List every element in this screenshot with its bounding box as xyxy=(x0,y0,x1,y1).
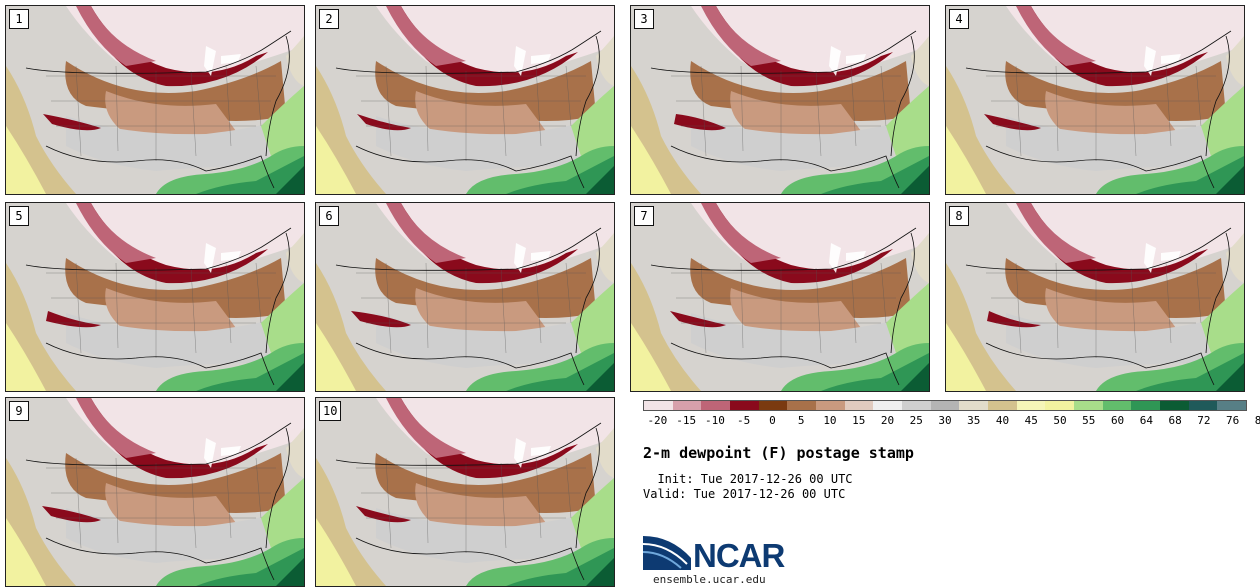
colorbar-swatch xyxy=(701,401,731,410)
colorbar-swatch xyxy=(816,401,845,410)
colorbar-tick: -5 xyxy=(737,414,751,427)
colorbar-tick: 50 xyxy=(1053,414,1067,427)
colorbar-swatch xyxy=(902,401,931,410)
colorbar-tick: 72 xyxy=(1197,414,1211,427)
init-time: Init: Tue 2017-12-26 00 UTC xyxy=(643,472,853,486)
member-number-label: 9 xyxy=(9,401,29,421)
colorbar-tick: 20 xyxy=(880,414,895,427)
member-number-label: 8 xyxy=(949,206,969,226)
colorbar-tick: 10 xyxy=(823,414,837,427)
ensemble-member-2-map: 2 xyxy=(315,5,615,195)
colorbar-tick: 0 xyxy=(769,414,776,427)
colorbar-tick: 76 xyxy=(1225,414,1240,427)
ensemble-member-7-map: 7 xyxy=(630,202,930,392)
ncar-logo-icon xyxy=(642,536,691,570)
colorbar-tick: 5 xyxy=(797,414,805,427)
ensemble-member-5-map: 5 xyxy=(5,202,305,392)
ensemble-member-1-map: 1 xyxy=(5,5,305,195)
colorbar-swatch xyxy=(1160,401,1189,410)
valid-time: Valid: Tue 2017-12-26 00 UTC xyxy=(643,487,846,501)
colorbar-swatch xyxy=(758,401,788,410)
colorbar-tick: 60 xyxy=(1110,414,1125,427)
ensemble-url: ensemble.ucar.edu xyxy=(653,573,766,586)
colorbar-tick: -20 xyxy=(647,414,668,427)
plot-title: 2-m dewpoint (F) postage stamp xyxy=(643,444,914,462)
colorbar-swatch xyxy=(1045,401,1075,410)
ensemble-member-9-map: 9 xyxy=(5,397,305,587)
ensemble-member-6-map: 6 xyxy=(315,202,615,392)
member-number-label: 7 xyxy=(634,206,654,226)
colorbar-tick-labels: -20 -15 -10 -5 0 5 10 15 20 25 30 35 40 45 50 55 60 64 68 7… xyxy=(643,414,1260,430)
colorbar-swatch xyxy=(930,401,960,410)
ncar-wordmark: NCAR xyxy=(693,537,785,574)
ensemble-member-10-map: 10 xyxy=(315,397,615,587)
colorbar-tick: 80 xyxy=(1254,414,1260,427)
member-number-label: 5 xyxy=(9,206,29,226)
member-number-label: 6 xyxy=(319,206,339,226)
colorbar-tick: 30 xyxy=(938,414,952,427)
colorbar-swatch xyxy=(1016,401,1046,410)
ensemble-member-8-map: 8 xyxy=(945,202,1245,392)
colorbar-tick: 68 xyxy=(1168,414,1182,427)
colorbar-tick: 35 xyxy=(967,414,981,427)
ensemble-member-3-map: 3 xyxy=(630,5,930,195)
colorbar-tick: -10 xyxy=(704,414,725,427)
colorbar-swatch xyxy=(959,401,989,410)
colorbar-swatch xyxy=(1131,401,1161,410)
dewpoint-colorbar xyxy=(643,400,1247,411)
colorbar-swatch xyxy=(844,401,874,410)
colorbar-tick: 15 xyxy=(852,414,866,427)
member-number-label: 4 xyxy=(949,9,969,29)
colorbar-tick: 64 xyxy=(1139,414,1153,427)
colorbar-tick: 25 xyxy=(909,414,923,427)
colorbar-tick: 55 xyxy=(1082,414,1096,427)
colorbar-swatch xyxy=(1102,401,1132,410)
colorbar-swatch xyxy=(644,401,673,410)
member-number-label: 3 xyxy=(634,9,654,29)
colorbar-swatch xyxy=(873,401,903,410)
member-number-label: 10 xyxy=(319,401,342,421)
member-number-label: 1 xyxy=(9,9,29,29)
colorbar-tick: 45 xyxy=(1024,414,1038,427)
colorbar-swatch xyxy=(672,401,702,410)
colorbar-tick: -15 xyxy=(676,414,697,427)
colorbar-swatch xyxy=(1074,401,1103,410)
colorbar-swatch xyxy=(787,401,817,410)
member-number-label: 2 xyxy=(319,9,339,29)
colorbar-swatch xyxy=(1188,401,1218,410)
colorbar-swatch xyxy=(988,401,1017,410)
colorbar-swatch xyxy=(730,401,759,410)
colorbar-tick: 40 xyxy=(995,414,1010,427)
ensemble-member-4-map: 4 xyxy=(945,5,1245,195)
colorbar-swatch xyxy=(1217,401,1247,410)
